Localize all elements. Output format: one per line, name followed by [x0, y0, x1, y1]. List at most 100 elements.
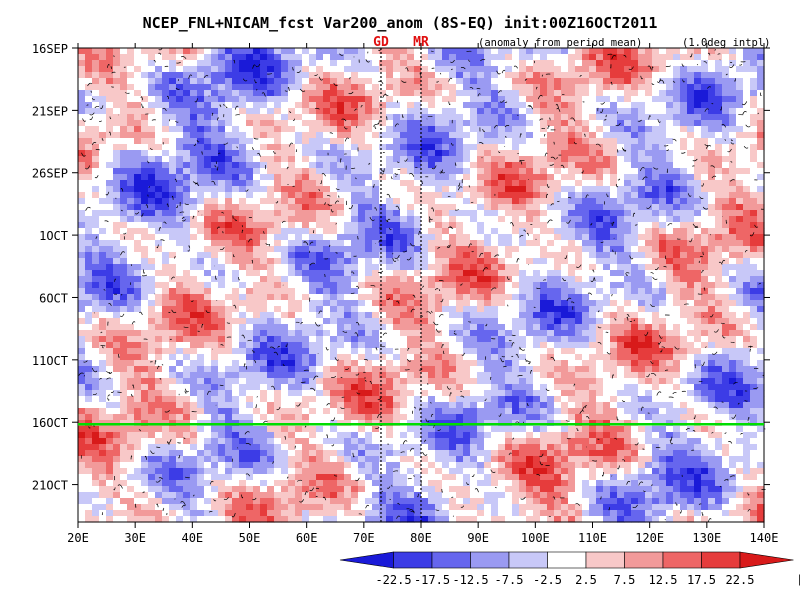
field-cell	[729, 222, 737, 229]
field-cell	[309, 108, 317, 115]
field-cell	[596, 162, 604, 169]
field-cell	[274, 60, 282, 67]
field-cell	[302, 300, 310, 307]
field-cell	[323, 144, 331, 151]
field-cell	[477, 192, 485, 199]
field-cell	[407, 324, 415, 331]
field-cell	[743, 282, 751, 289]
field-cell	[442, 150, 450, 157]
field-cell	[162, 336, 170, 343]
field-cell	[750, 126, 758, 133]
field-cell	[421, 330, 429, 337]
field-cell	[463, 300, 471, 307]
field-cell	[372, 204, 380, 211]
field-cell	[421, 126, 429, 133]
field-cell	[491, 246, 499, 253]
field-cell	[393, 294, 401, 301]
field-cell	[449, 348, 457, 355]
field-cell	[610, 234, 618, 241]
field-cell	[554, 234, 562, 241]
field-cell	[701, 90, 709, 97]
field-cell	[148, 132, 156, 139]
field-cell	[379, 150, 387, 157]
field-cell	[211, 78, 219, 85]
field-cell	[491, 78, 499, 85]
field-cell	[708, 276, 716, 283]
field-cell	[295, 228, 303, 235]
field-cell	[372, 150, 380, 157]
field-cell	[309, 234, 317, 241]
field-cell	[197, 108, 205, 115]
field-cell	[253, 306, 261, 313]
field-cell	[358, 120, 366, 127]
field-cell	[617, 174, 625, 181]
field-cell	[148, 102, 156, 109]
field-cell	[722, 252, 730, 259]
field-cell	[92, 60, 100, 67]
field-cell	[155, 300, 163, 307]
field-cell	[435, 270, 443, 277]
field-cell	[99, 108, 107, 115]
field-cell	[141, 84, 149, 91]
field-cell	[92, 306, 100, 313]
field-cell	[379, 264, 387, 271]
field-cell	[442, 90, 450, 97]
field-cell	[603, 306, 611, 313]
field-cell	[99, 324, 107, 331]
field-cell	[253, 126, 261, 133]
field-cell	[239, 84, 247, 91]
field-cell	[610, 258, 618, 265]
field-cell	[526, 192, 534, 199]
field-cell	[120, 114, 128, 121]
field-cell	[92, 348, 100, 355]
field-cell	[351, 132, 359, 139]
field-cell	[127, 162, 135, 169]
field-cell	[365, 84, 373, 91]
field-cell	[666, 54, 674, 61]
field-cell	[659, 60, 667, 67]
field-cell	[491, 264, 499, 271]
field-cell	[92, 72, 100, 79]
field-cell	[365, 102, 373, 109]
field-cell	[365, 222, 373, 229]
field-cell	[400, 150, 408, 157]
field-cell	[505, 312, 513, 319]
field-cell	[673, 84, 681, 91]
field-cell	[148, 228, 156, 235]
field-cell	[197, 168, 205, 175]
field-cell	[393, 282, 401, 289]
field-cell	[323, 54, 331, 61]
field-cell	[127, 312, 135, 319]
field-cell	[610, 282, 618, 289]
field-cell	[134, 186, 142, 193]
field-cell	[456, 210, 464, 217]
field-cell	[428, 120, 436, 127]
field-cell	[85, 228, 93, 235]
field-cell	[652, 336, 660, 343]
field-cell	[561, 210, 569, 217]
field-cell	[750, 270, 758, 277]
field-cell	[323, 198, 331, 205]
field-cell	[715, 54, 723, 61]
field-cell	[78, 156, 86, 163]
field-cell	[400, 342, 408, 349]
field-cell	[260, 348, 268, 355]
field-cell	[344, 114, 352, 121]
field-cell	[589, 288, 597, 295]
field-cell	[708, 150, 716, 157]
field-cell	[694, 138, 702, 145]
field-cell	[540, 252, 548, 259]
field-cell	[225, 66, 233, 73]
field-cell	[400, 174, 408, 181]
field-cell	[120, 138, 128, 145]
field-cell	[218, 300, 226, 307]
field-cell	[253, 90, 261, 97]
field-cell	[491, 114, 499, 121]
field-cell	[274, 222, 282, 229]
field-cell	[666, 222, 674, 229]
field-cell	[491, 108, 499, 115]
field-cell	[498, 228, 506, 235]
field-cell	[372, 180, 380, 187]
field-cell	[470, 330, 478, 337]
field-cell	[323, 138, 331, 145]
